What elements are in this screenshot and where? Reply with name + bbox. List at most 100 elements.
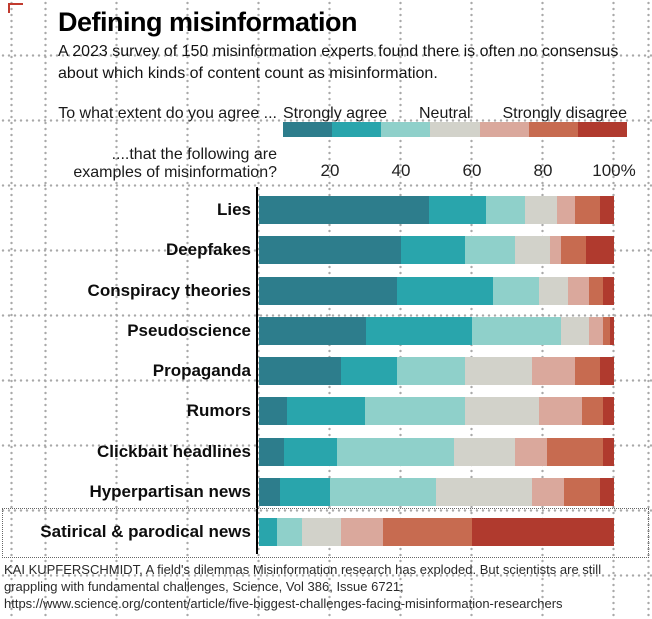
legend-prompt: To what extent do you agree ... — [58, 105, 277, 122]
bar-segment — [276, 518, 302, 546]
bar-segment — [589, 277, 604, 305]
bar-segment — [599, 357, 614, 385]
legend-label-neutral: Neutral — [418, 105, 471, 122]
bar-segment — [397, 277, 494, 305]
bar-segment — [471, 518, 614, 546]
bar-segment — [539, 277, 568, 305]
bar-segment — [557, 196, 575, 224]
legend-bar — [283, 122, 627, 137]
y-axis-line — [256, 187, 258, 554]
legend-segment-3 — [381, 122, 431, 137]
bar-segment — [436, 478, 533, 506]
stacked-bar — [259, 518, 614, 546]
bar-segment — [464, 397, 540, 425]
stacked-bar — [259, 397, 614, 425]
legend-segment-6 — [528, 122, 578, 137]
bar-segment — [610, 317, 614, 345]
bar-segment — [560, 317, 590, 345]
axis-prompt-line2: examples of misinformation? — [73, 164, 277, 181]
bar-segment — [599, 196, 614, 224]
bar-segment — [259, 277, 398, 305]
bar-segment — [383, 518, 472, 546]
category-label: Pseudoscience — [127, 321, 251, 340]
bar-segment — [340, 518, 384, 546]
source-line2: grappling with fundamental challenges, S… — [4, 579, 404, 594]
bar-segment — [340, 357, 398, 385]
x-tick-60: 60 — [462, 161, 482, 180]
bar-segment — [259, 196, 430, 224]
legend-labels: Strongly agree Neutral Strongly disagree — [283, 105, 627, 123]
bar-segment — [560, 236, 586, 264]
bar-segment — [493, 277, 540, 305]
axis-prompt-line1: ....that the following are — [111, 146, 277, 163]
bar-segment — [454, 438, 515, 466]
bar-segment — [287, 397, 366, 425]
source-attribution: KAI KUPFERSCHMIDT, A field's dilemmas Mi… — [4, 561, 650, 612]
category-label: Propaganda — [152, 361, 251, 380]
bar-segment — [259, 518, 277, 546]
legend-segment-5 — [479, 122, 529, 137]
legend-label-strongly-agree: Strongly agree — [283, 105, 388, 122]
legend-segment-2 — [332, 122, 382, 137]
stacked-bar — [259, 277, 614, 305]
bar-segment — [259, 438, 284, 466]
bar-segment — [574, 196, 600, 224]
category-label: Clickbait headlines — [97, 442, 251, 461]
red-corner-mark-icon — [8, 3, 23, 13]
bar-segment — [603, 317, 611, 345]
highlight-box — [2, 508, 649, 558]
stacked-bar — [259, 236, 614, 264]
stacked-bar — [259, 478, 614, 506]
legend-segment-7 — [577, 122, 627, 137]
bar-segment — [532, 478, 565, 506]
bar-segment — [464, 357, 533, 385]
chart-subtitle: A 2023 survey of 150 misinformation expe… — [58, 43, 619, 82]
stacked-bar — [259, 438, 614, 466]
bar-segment — [401, 236, 465, 264]
stacked-bar — [259, 317, 614, 345]
bar-segment — [464, 236, 515, 264]
x-tick-40: 40 — [391, 161, 411, 180]
bar-segment — [603, 397, 614, 425]
bar-segment — [514, 236, 551, 264]
category-label: Satirical & parodical news — [40, 522, 251, 541]
source-url[interactable]: https://www.science.org/content/article/… — [4, 596, 563, 611]
category-label: Deepfakes — [165, 240, 251, 259]
bar-segment — [259, 317, 366, 345]
x-ticks: 20 40 60 80 100% — [259, 161, 636, 181]
bar-segment — [365, 397, 465, 425]
bar-segment — [259, 478, 281, 506]
bar-segment — [429, 196, 487, 224]
bar-segment — [301, 518, 341, 546]
bar-segment — [589, 317, 604, 345]
bar-segment — [539, 397, 583, 425]
bar-segment — [532, 357, 575, 385]
category-label: Conspiracy theories — [87, 281, 251, 300]
bar-segment — [564, 478, 600, 506]
bar-segment — [574, 357, 600, 385]
bar-segment — [486, 196, 526, 224]
bar-segment — [259, 357, 341, 385]
bar-segment — [329, 478, 437, 506]
source-line1: KAI KUPFERSCHMIDT, A field's dilemmas Mi… — [4, 562, 602, 577]
bar-segment — [259, 397, 288, 425]
legend-label-strongly-disagree: Strongly disagree — [502, 105, 627, 122]
stacked-bar — [259, 357, 614, 385]
bar-segment — [259, 236, 401, 264]
bar-segment — [585, 236, 614, 264]
bar-segment — [546, 438, 604, 466]
chart-title: Defining misinformation — [58, 7, 358, 37]
bar-segment — [283, 438, 338, 466]
legend-segment-4 — [430, 122, 480, 137]
category-label: Lies — [216, 200, 251, 219]
bar-segment — [599, 478, 614, 506]
bar-segment — [397, 357, 465, 385]
bar-segment — [603, 438, 614, 466]
bar-segment — [365, 317, 472, 345]
bar-segment — [280, 478, 330, 506]
bar-segment — [567, 277, 590, 305]
category-label: Rumors — [186, 401, 251, 420]
stacked-bar — [259, 196, 614, 224]
legend-segment-1 — [283, 122, 333, 137]
